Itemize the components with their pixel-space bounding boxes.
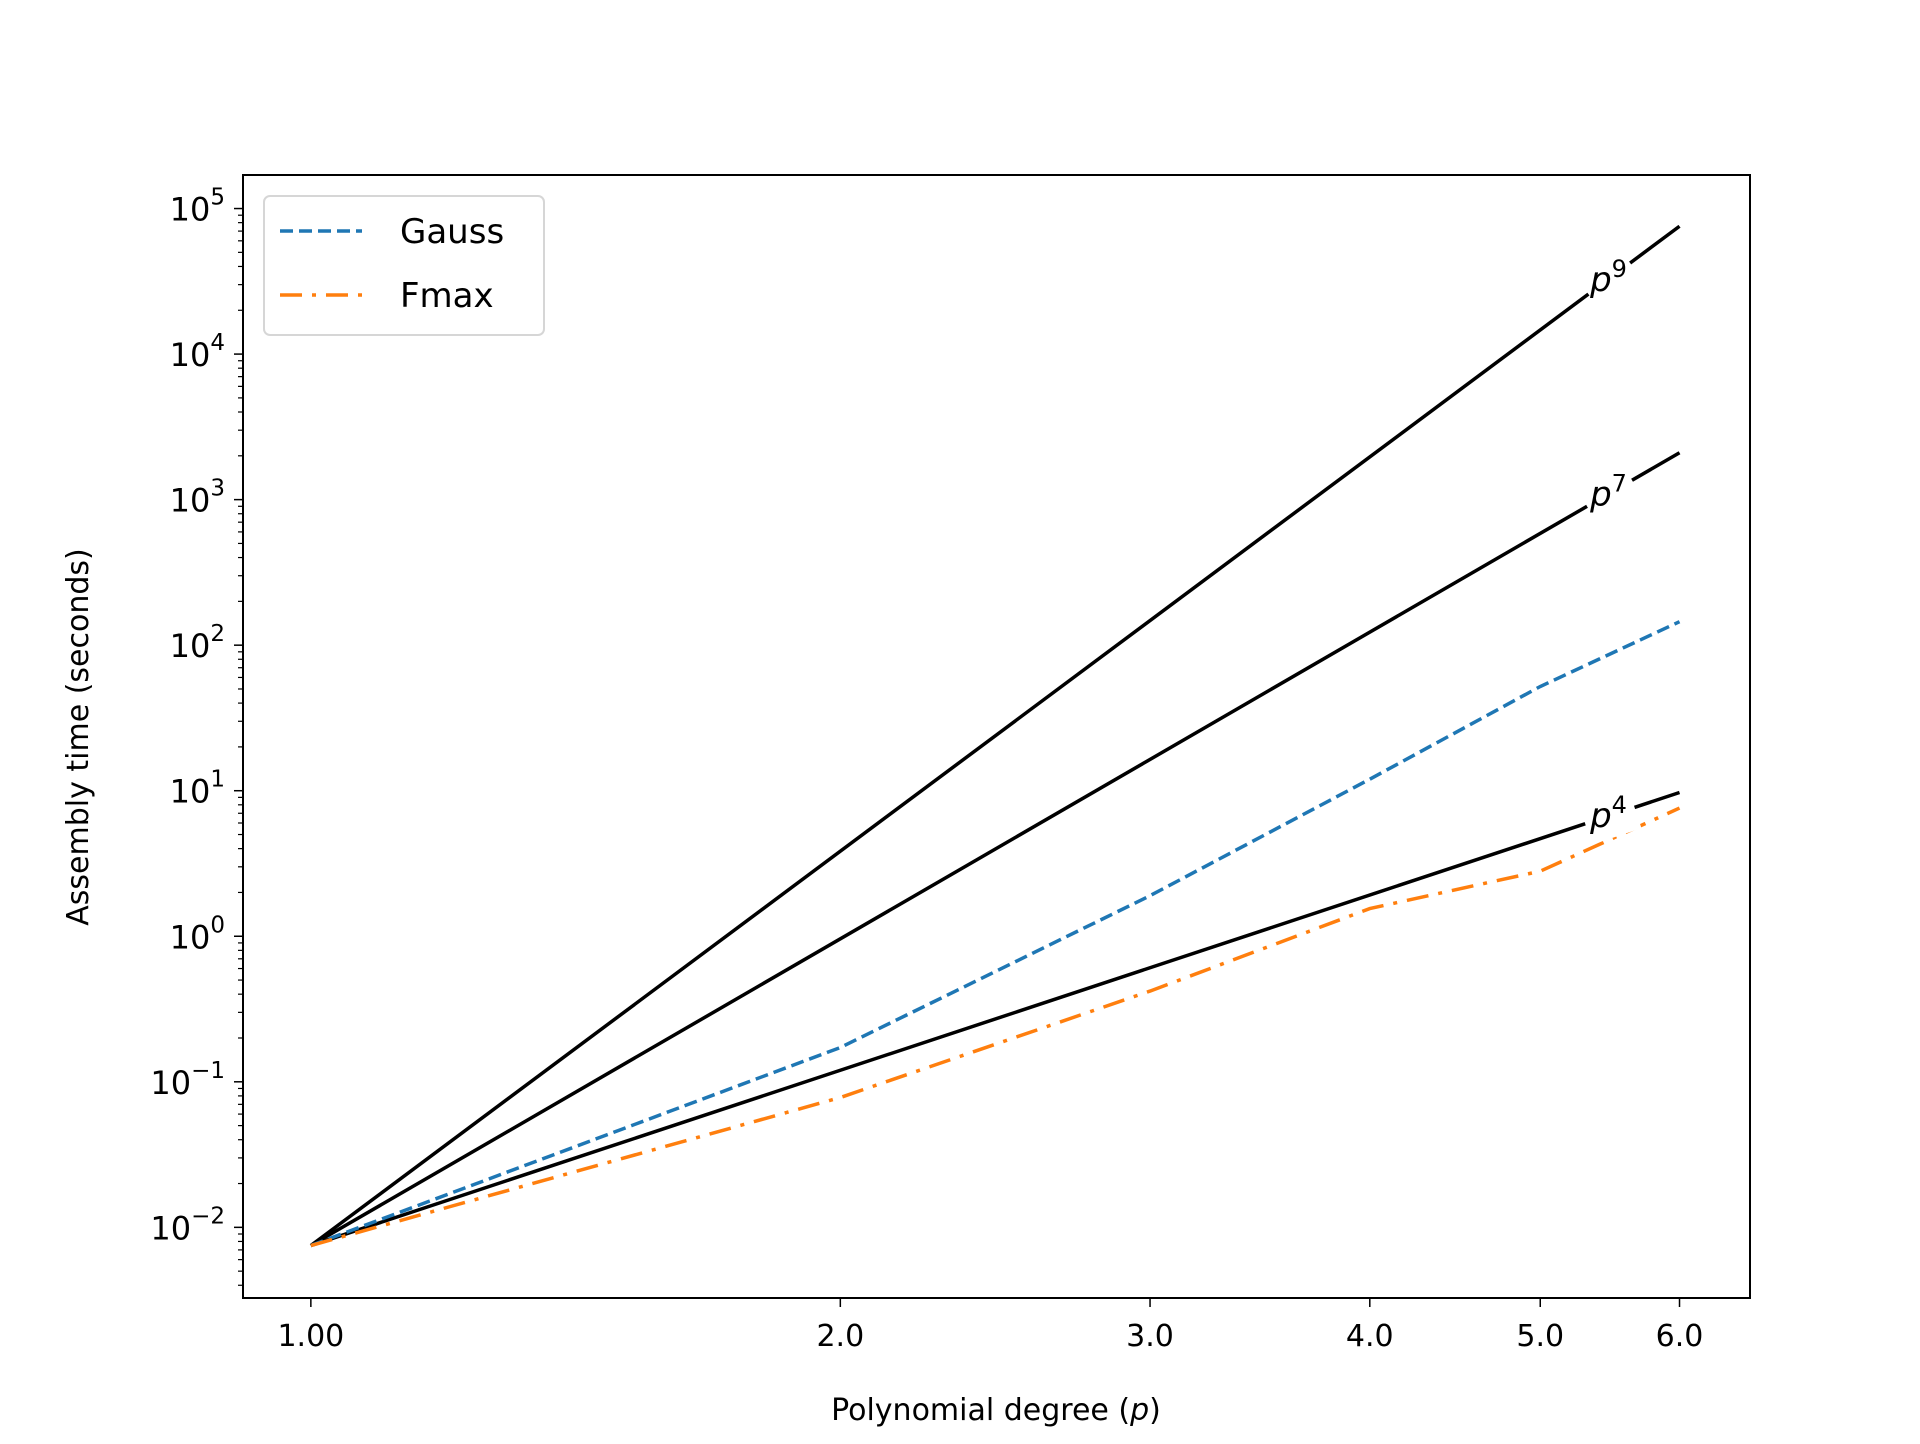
y-tick-exponent: −1 [191,1058,225,1084]
reference-label-text: p4 [1589,791,1627,836]
x-tick-label: 4.0 [1346,1319,1394,1354]
x-tick-label: 1.00 [277,1319,344,1354]
y-tick-label: 101 [170,767,225,811]
reference-label-base: p [1589,796,1612,836]
legend-frame [263,195,545,336]
legend-gauss-label: Gauss [400,212,504,252]
y-tick-label: 103 [170,476,225,520]
x-tick-label: 6.0 [1656,1319,1704,1354]
y-tick-base: 10 [170,773,211,811]
plot-area [309,224,1681,1248]
legend-fmax-label: Fmax [400,276,494,316]
y-tick-base: 10 [170,482,211,520]
reference-label-p7: p7 [1574,457,1644,526]
y-tick-base: 10 [170,191,211,229]
reference-line-p9 [309,224,1681,1247]
y-tick-exponent: 2 [210,621,225,647]
y-tick-exponent: −2 [191,1203,225,1229]
reference-label-base: p [1589,260,1612,300]
reference-line-p4 [310,790,1681,1248]
x-tick-label: 5.0 [1516,1319,1564,1354]
y-tick-label: 10−2 [150,1203,225,1247]
series-line-gauss [310,620,1681,1248]
y-tick-exponent: 4 [210,330,225,356]
y-tick-base: 10 [150,1209,191,1247]
y-tick-label: 104 [170,330,225,374]
y-tick-label: 10−1 [150,1058,225,1102]
y-tick-exponent: 5 [210,185,225,211]
y-axis-label: Assembly time (seconds) [61,548,96,925]
y-tick-base: 10 [170,918,211,956]
legend: Gauss Fmax [263,195,545,336]
axes-frame [242,174,1751,1299]
x-tick-label: 2.0 [816,1319,864,1354]
x-axis-label: Polynomial degree (p) [831,1393,1161,1428]
y-tick-exponent: 1 [210,767,225,793]
y-tick-base: 10 [150,1064,191,1102]
y-tick-label: 105 [170,185,225,229]
y-tick-label: 102 [170,621,225,665]
reference-label-p4: p4 [1577,782,1642,845]
reference-label-backing [1577,782,1642,845]
y-tick-exponent: 3 [210,476,225,502]
reference-label-backing [1572,242,1644,312]
reference-label-power: 7 [1612,469,1627,497]
x-axis: 1.00 2.0 3.0 4.0 5.0 6.0 [277,1298,1703,1354]
y-tick-exponent: 0 [210,912,225,938]
reference-label-power: 4 [1612,791,1627,819]
reference-label-text: p7 [1589,469,1627,514]
reference-label-base: p [1589,474,1612,514]
y-tick-label: 100 [170,912,225,956]
series-line-fmax [310,806,1681,1248]
reference-line-p7 [309,451,1681,1248]
y-tick-base: 10 [170,336,211,374]
reference-label-text: p9 [1589,255,1627,300]
reference-label-p9: p9 [1572,242,1644,312]
reference-label-power: 9 [1612,255,1627,283]
reference-label-backing [1574,457,1644,526]
x-tick-label: 3.0 [1126,1319,1174,1354]
y-tick-base: 10 [170,627,211,665]
